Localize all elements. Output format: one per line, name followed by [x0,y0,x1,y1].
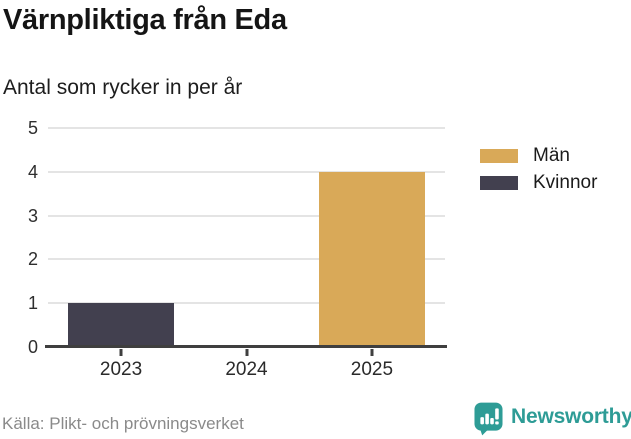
y-tick-label: 2 [27,249,38,270]
y-tick-label: 3 [27,205,38,226]
legend: Män Kvinnor [480,145,597,203]
x-tick-label: 2025 [350,359,394,380]
y-tick-label: 5 [27,118,38,138]
gridline [48,170,445,173]
x-tick-label: 2023 [99,359,143,380]
gridline [48,258,445,261]
x-axis-tick [370,349,374,356]
gridline [48,302,445,305]
newsworthy-bubble-chart-icon [474,402,503,436]
y-axis-labels: 0 1 2 3 4 5 [0,118,38,357]
y-tick-label: 0 [27,337,38,357]
chart-title: Värnpliktiga från Eda [3,4,287,36]
legend-label-men: Män [533,145,570,166]
x-tick-label: 2024 [225,359,268,380]
legend-swatch-women [480,176,518,190]
gridline [48,214,445,217]
newsworthy-logo: Newsworthy [474,402,631,436]
y-tick-label: 1 [27,293,38,314]
legend-swatch-men [480,149,518,163]
gridline [48,127,445,129]
legend-item-men: Män [480,145,597,166]
x-axis-tick [245,349,248,356]
x-axis-tick [119,349,123,356]
bar-2025 [319,171,425,347]
y-tick-label: 4 [27,161,38,182]
plot-area: 2023 2024 2025 [45,127,447,380]
legend-item-women: Kvinnor [480,172,597,193]
newsworthy-wordmark: Newsworthy [511,405,631,428]
legend-label-women: Kvinnor [533,172,598,193]
chart-subtitle: Antal som rycker in per år [3,76,243,99]
source-note: Källa: Plikt- och prövningsverket [2,414,244,433]
x-axis-line [45,345,447,348]
bar-2023 [68,303,174,347]
